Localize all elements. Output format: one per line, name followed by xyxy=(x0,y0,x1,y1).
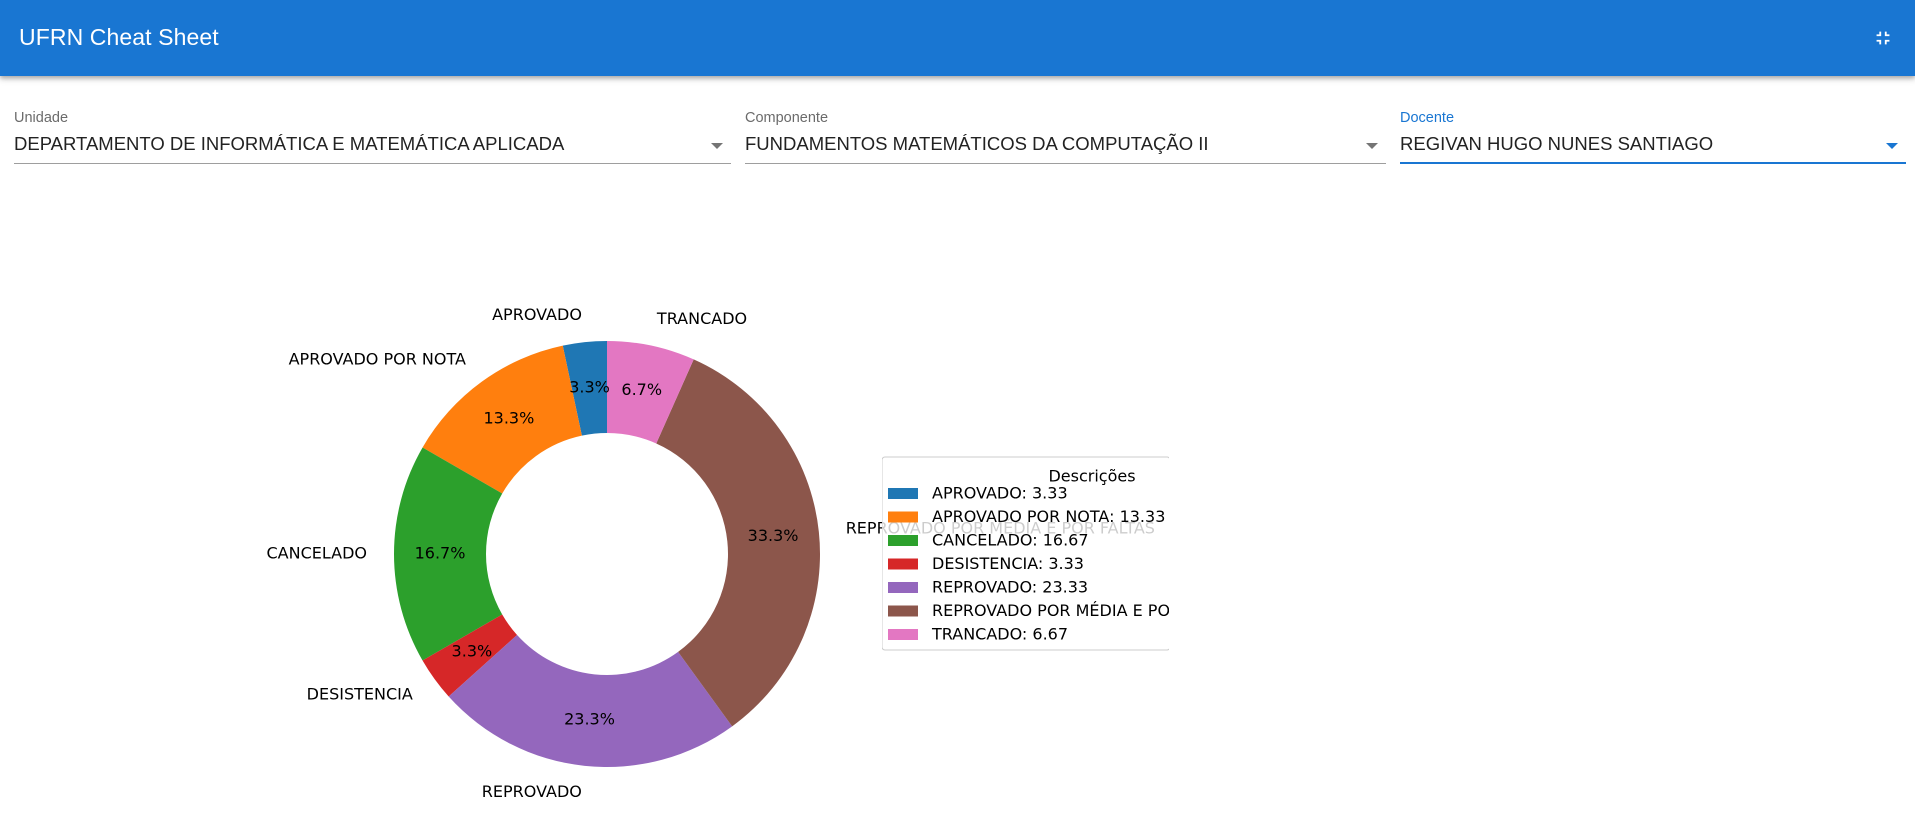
slice-1 xyxy=(422,345,582,494)
legend-frame xyxy=(882,456,1169,651)
legend-swatch xyxy=(888,511,918,523)
slice-percent: 16.7% xyxy=(415,543,466,562)
slice-label: CANCELADO xyxy=(266,543,367,562)
legend-swatch xyxy=(888,629,918,640)
legend-item: REPROVADO POR MÉDIA E PO xyxy=(932,601,1170,620)
legend-swatch xyxy=(888,558,918,570)
componente-label: Componente xyxy=(745,110,829,126)
componente-select[interactable]: Componente FUNDAMENTOS MATEMÁTICOS DA CO… xyxy=(745,108,1386,164)
slice-label: APROVADO xyxy=(492,305,582,324)
app-bar: UFRN Cheat Sheet xyxy=(0,0,1915,76)
unidade-underline xyxy=(14,163,731,164)
legend-title: Descrições xyxy=(1048,467,1135,486)
legend-swatch xyxy=(888,535,918,546)
slice-3 xyxy=(422,614,518,697)
slice-0 xyxy=(562,341,607,436)
legend-swatch xyxy=(888,582,918,593)
slice-label: DESISTENCIA xyxy=(307,685,413,704)
docente-underline xyxy=(1400,162,1906,164)
app-title: UFRN Cheat Sheet xyxy=(19,24,219,50)
slice-5 xyxy=(656,359,821,727)
unidade-label: Unidade xyxy=(14,110,69,126)
legend-item: APROVADO POR NOTA: 13.33 xyxy=(932,507,1165,526)
docente-select[interactable]: Docente REGIVAN HUGO NUNES SANTIAGO xyxy=(1400,108,1906,164)
fullscreen-exit-icon xyxy=(1876,31,1890,45)
chevron-down-icon xyxy=(1886,143,1898,149)
slice-percent: 3.3% xyxy=(452,642,493,661)
slice-percent: 6.7% xyxy=(621,380,662,399)
legend-item: DESISTENCIA: 3.33 xyxy=(932,554,1084,573)
slice-percent: 13.3% xyxy=(483,408,534,427)
slice-label: APROVADO POR NOTA xyxy=(289,349,466,368)
chevron-down-icon xyxy=(711,143,723,149)
docente-label: Docente xyxy=(1400,110,1455,126)
legend-item: TRANCADO: 6.67 xyxy=(931,625,1068,644)
legend-item: CANCELADO: 16.67 xyxy=(932,531,1089,550)
slice-2 xyxy=(394,447,503,661)
slice-label: REPROVADO xyxy=(482,782,582,801)
chevron-down-icon xyxy=(1366,143,1378,149)
legend-item: APROVADO: 3.33 xyxy=(932,484,1068,503)
fullscreen-exit-button[interactable] xyxy=(1868,23,1898,53)
slice-4 xyxy=(448,634,733,768)
legend-swatch xyxy=(888,605,918,617)
slice-percent: 23.3% xyxy=(564,710,615,729)
slice-percent: 33.3% xyxy=(748,526,799,545)
legend-swatch xyxy=(888,488,918,499)
slice-6 xyxy=(607,341,694,444)
slice-label: TRANCADO xyxy=(656,309,747,328)
unidade-select[interactable]: Unidade DEPARTAMENTO DE INFORMÁTICA E MA… xyxy=(14,108,731,164)
slice-percent: 3.3% xyxy=(569,377,610,396)
componente-underline xyxy=(745,163,1386,164)
legend-item: REPROVADO: 23.33 xyxy=(932,578,1088,597)
